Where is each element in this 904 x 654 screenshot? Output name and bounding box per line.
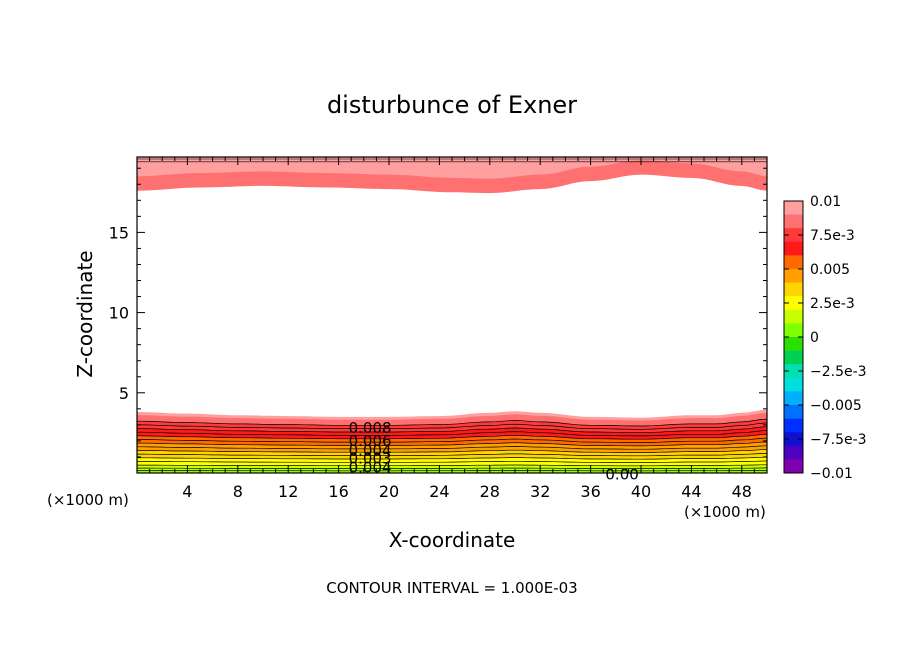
z-tick-label: 15 — [109, 223, 129, 242]
plot-area — [136, 157, 768, 473]
bottom-contour-line-3 — [137, 418, 768, 427]
colorbar-label-0: 0.01 — [810, 194, 841, 210]
x-tick-label: 20 — [379, 482, 399, 501]
colorbar-label-2: 0.005 — [810, 262, 850, 278]
bottom-contour-line-16 — [137, 467, 768, 469]
colorbar-cell-17 — [784, 432, 803, 447]
y-axis-label: Z-coordinate — [73, 250, 97, 377]
x-tick-label: 8 — [233, 482, 243, 501]
bottom-contour-line-12 — [137, 453, 768, 457]
colorbar-label-6: −0.005 — [810, 398, 862, 414]
x-tick-label: 28 — [480, 482, 500, 501]
colorbar-cell-13 — [784, 377, 803, 392]
colorbar-cell-1 — [784, 214, 803, 229]
colorbar-cell-12 — [784, 364, 803, 379]
colorbar-cell-14 — [784, 391, 803, 406]
colorbar-cell-8 — [784, 309, 803, 324]
colorbar-cell-16 — [784, 418, 803, 433]
x-tick-label: 36 — [580, 482, 600, 501]
bottom-contour-line-7 — [136, 434, 768, 440]
contour-label-3: 0.003 — [349, 450, 392, 468]
colorbar-cell-15 — [784, 405, 803, 419]
bottom-contour-line-14 — [137, 460, 768, 463]
x-tick-label: 48 — [732, 482, 752, 501]
bottom-contour-line-8 — [137, 437, 768, 443]
colorbar-label-1: 7.5e-3 — [810, 228, 855, 244]
x-tick-label: 16 — [328, 482, 348, 501]
colorbar-cell-3 — [784, 241, 803, 256]
x-unit-right: (×1000 m) — [684, 503, 766, 521]
colorbar-cell-19 — [784, 459, 803, 474]
bottom-contour-line-6 — [137, 430, 768, 437]
chart-title: disturbunce of Exner — [327, 91, 577, 119]
colorbar-label-7: −7.5e-3 — [810, 432, 867, 448]
bottom-contour-line-15 — [137, 464, 767, 467]
colorbar-label-4: 0 — [810, 330, 819, 346]
bottom-contour-line-9 — [136, 441, 768, 447]
contour-label-0: 0.008 — [349, 419, 392, 437]
x-tick-label: 40 — [631, 482, 651, 501]
colorbar-cell-2 — [784, 228, 803, 243]
colorbar-cell-9 — [784, 323, 803, 338]
colorbar-cell-7 — [784, 296, 803, 311]
colorbar-cell-10 — [784, 337, 803, 351]
top-band-2 — [137, 157, 767, 168]
colorbar-label-5: −2.5e-3 — [810, 364, 867, 380]
colorbar-label-3: 2.5e-3 — [810, 296, 855, 312]
bottom-contour-line-11 — [136, 449, 768, 453]
top-band-1 — [137, 157, 767, 179]
contour-label-5: 0.00 — [605, 466, 638, 484]
colorbar-cell-18 — [784, 445, 803, 460]
contour-label-2: 0.004 — [349, 442, 392, 460]
x-tick-label: 44 — [681, 482, 701, 501]
contour-interval-footer: CONTOUR INTERVAL = 1.000E-03 — [326, 579, 577, 597]
bottom-contour-line-10 — [137, 445, 768, 450]
colorbar-cell-6 — [784, 282, 803, 297]
contour-label-4: 0.004 — [349, 458, 392, 476]
bottom-contour-line-5 — [137, 426, 768, 433]
colorbar-cell-5 — [784, 269, 803, 283]
z-tick-label: 5 — [119, 384, 129, 403]
colorbar-label-8: −0.01 — [810, 466, 853, 482]
bottom-contour-line-4 — [136, 422, 768, 430]
x-unit-left: (×1000 m) — [47, 491, 129, 509]
colorbar: 0.01 7.5e-3 0.005 2.5e-3 0 −2.5e-3 −0.005 −7.5e… — [783, 194, 867, 482]
bottom-contour-line-13 — [137, 456, 768, 460]
x-tick-label: 32 — [530, 482, 550, 501]
x-tick-label: 12 — [278, 482, 298, 501]
x-tick-label: 24 — [429, 482, 449, 501]
contour-label-1: 0.006 — [349, 432, 392, 450]
colorbar-cell-4 — [784, 255, 803, 270]
x-axis-label: X-coordinate — [389, 528, 516, 552]
colorbar-cell-11 — [784, 350, 803, 365]
x-tick-label: 4 — [182, 482, 192, 501]
colorbar-cell-0 — [784, 201, 803, 215]
z-tick-label: 10 — [109, 304, 129, 323]
